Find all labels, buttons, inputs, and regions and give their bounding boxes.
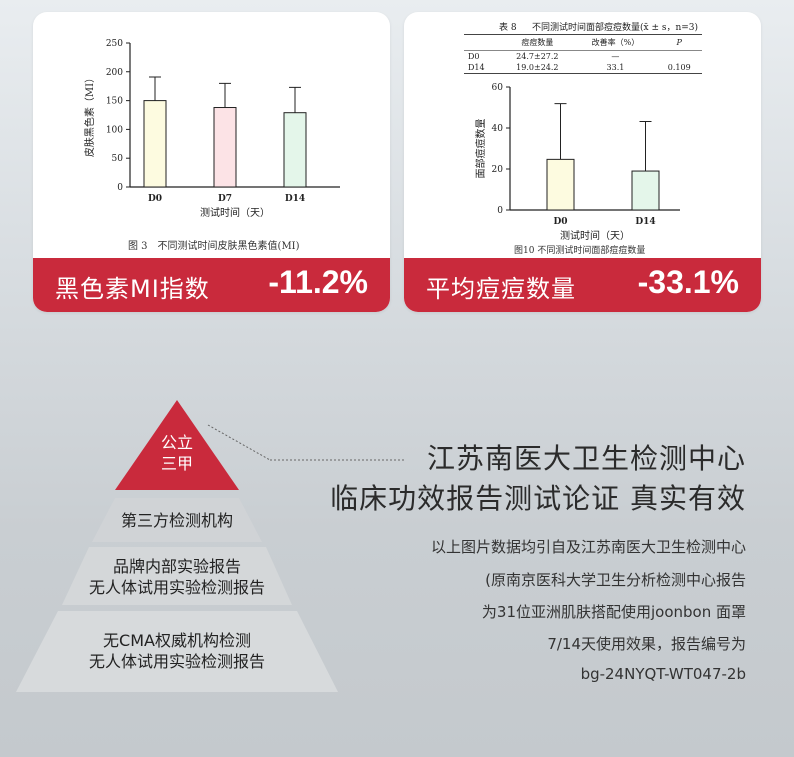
acne-data-table: 痘痘数量 改善率（%） P D0 24.7±27.2 — D14 19.0±24… — [464, 34, 702, 74]
pyramid-tier-3-line: 品牌内部实验报告 — [112, 557, 241, 576]
y-tick-label: 0 — [117, 183, 123, 193]
y-tick-label: 20 — [492, 165, 504, 175]
x-tick-label: D14 — [635, 217, 655, 227]
x-tick-label: D0 — [148, 194, 162, 204]
table-label: 表 8 — [499, 23, 517, 33]
y-tick-label: 40 — [492, 124, 504, 134]
pyramid-top-line: 公立 — [160, 433, 193, 452]
source-note-line: (原南京医科大学卫生分析检测中心报告 — [485, 571, 746, 589]
table-cell: D0 — [468, 52, 480, 61]
x-axis-title: 测试时间（天） — [560, 229, 630, 242]
pyramid-top-label: 公立 三甲 — [140, 432, 214, 474]
pyramid-tier-3-label: 品牌内部实验报告 无人体试用实验检测报告 — [62, 556, 292, 598]
table-cell: 0.109 — [667, 63, 691, 72]
source-note-line: 7/14天使用效果，报告编号为 — [547, 635, 746, 653]
table-header-cell: 痘痘数量 — [521, 38, 554, 47]
y-axis-title: 面部痘痘数量 — [474, 119, 487, 179]
headline-line-1: 江苏南医大卫生检测中心 — [426, 442, 746, 475]
x-tick-label: D14 — [285, 194, 305, 204]
melanin-figure-caption: 图 3 不同测试时间皮肤黑色素值(MI) — [128, 241, 300, 252]
pyramid-tier-4-label: 无CMA权威机构检测 无人体试用实验检测报告 — [16, 630, 338, 672]
table-header-cell: 改善率（%） — [591, 38, 640, 47]
table-cell: 24.7±27.2 — [516, 52, 559, 61]
source-note-line: 以上图片数据均引自及江苏南医大卫生检测中心 — [430, 538, 746, 556]
table-cell: 33.1 — [606, 63, 625, 72]
source-note-line: 为31位亚洲肌肤搭配使用joonbon 面罩 — [481, 603, 746, 621]
table-cell: — — [611, 52, 620, 61]
x-tick-label: D0 — [553, 217, 567, 227]
pyramid-tier-3-line: 无人体试用实验检测报告 — [88, 578, 265, 597]
table-row: D0 24.7±27.2 — — [464, 51, 702, 63]
y-axis-title: 皮肤黑色素（MI） — [83, 73, 96, 157]
acne-label: 平均痘痘数量 — [426, 275, 576, 303]
pyramid-top-triangle — [115, 400, 239, 490]
melanin-card: 0 50 100 150 200 250 D0 D7 D14 测试时间（天） 皮肤黑色素（MI） 图… — [33, 12, 390, 312]
x-tick-label: D7 — [218, 194, 232, 204]
bar — [631, 170, 660, 211]
y-tick-label: 50 — [112, 154, 124, 164]
melanin-change-value: -11.2% — [268, 264, 368, 300]
y-tick-label: 150 — [106, 97, 123, 107]
acne-card: 表 8 不同测试时间面部痘痘数量(x̄ ± s，n=3) 痘痘数量 改善率（%）… — [404, 12, 761, 312]
melanin-chart: 0 50 100 150 200 250 D0 D7 D14 测试时间（天） 皮肤黑色素（MI） — [83, 39, 340, 219]
table-row: D14 19.0±24.2 33.1 0.109 — [464, 62, 702, 74]
source-note-line: bg-24NYQT-WT047-2b — [580, 665, 746, 683]
pyramid-tier-3 — [62, 547, 292, 605]
y-tick-label: 0 — [497, 206, 503, 216]
y-tick-label: 250 — [106, 39, 123, 49]
y-tick-label: 200 — [106, 68, 123, 78]
pyramid-tier-4-line: 无CMA权威机构检测 — [103, 631, 251, 650]
pyramid-tier-2-label: 第三方检测机构 — [120, 511, 233, 530]
pyramid-tier-4 — [16, 611, 338, 692]
headline-line-2: 临床功效报告测试论证 真实有效 — [330, 482, 746, 515]
acne-chart: 0 20 40 60 D0 D14 测试时间（天） 面部痘痘数量 — [474, 83, 680, 242]
table-cell: 19.0±24.2 — [516, 63, 559, 72]
bar — [546, 158, 575, 211]
melanin-label: 黑色素MI指数 — [55, 275, 210, 303]
pyramid-connector-line — [207, 424, 271, 461]
table-title: 不同测试时间面部痘痘数量(x̄ ± s，n=3) — [532, 23, 699, 33]
table-header-row: 痘痘数量 改善率（%） P — [464, 35, 702, 51]
acne-figure-caption: 图10 不同测试时间面部痘痘数量 — [514, 246, 646, 256]
acne-change-value: -33.1% — [637, 264, 739, 300]
pyramid-top-line: 三甲 — [160, 454, 193, 473]
table-header-cell: P — [676, 38, 682, 47]
acne-result-band: 平均痘痘数量 -33.1% — [404, 258, 761, 312]
y-tick-label: 100 — [106, 125, 123, 135]
pyramid-tier-4-line: 无人体试用实验检测报告 — [88, 652, 265, 671]
x-axis-title: 测试时间（天） — [200, 206, 270, 219]
table-cell: D14 — [468, 63, 485, 72]
melanin-result-band: 黑色素MI指数 -11.2% — [33, 258, 390, 312]
y-tick-label: 60 — [492, 83, 504, 93]
pyramid-tier-2 — [92, 498, 262, 542]
